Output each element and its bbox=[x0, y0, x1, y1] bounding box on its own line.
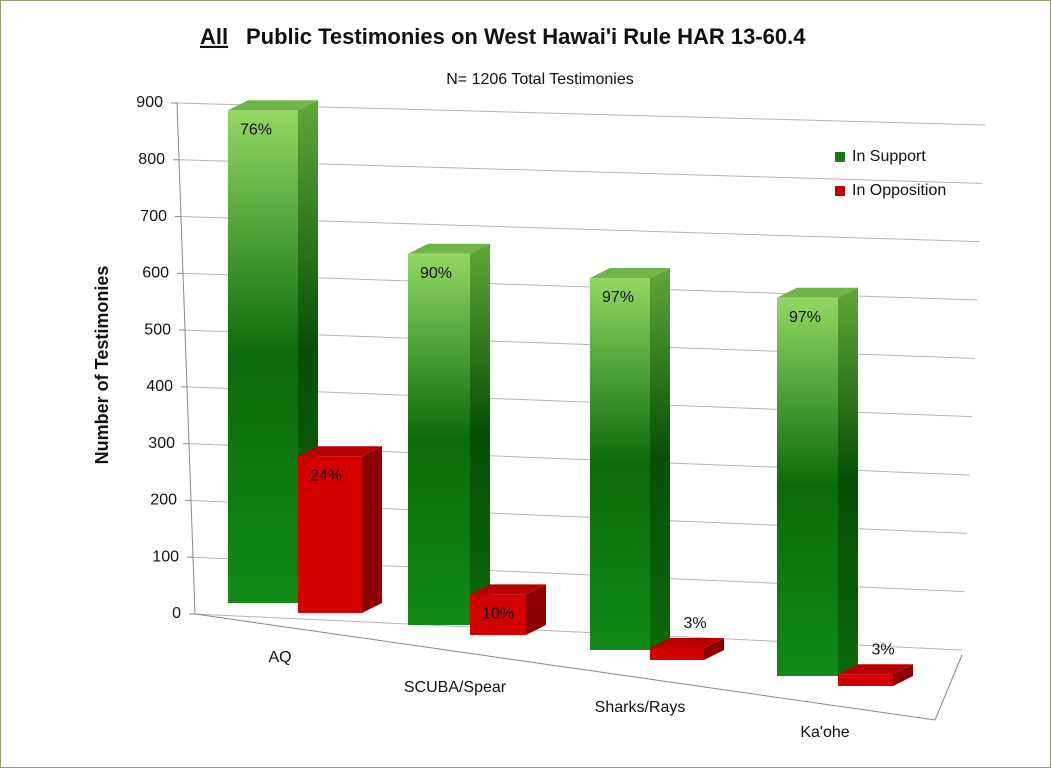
bar bbox=[470, 594, 526, 635]
x-tick-label: Sharks/Rays bbox=[595, 699, 686, 716]
bar-top bbox=[298, 446, 382, 457]
bar bbox=[298, 456, 362, 613]
x-tick-label: SCUBA/Spear bbox=[404, 679, 507, 696]
bar bbox=[777, 297, 838, 676]
bar-top bbox=[650, 638, 724, 648]
bar bbox=[228, 110, 298, 603]
legend-swatch bbox=[835, 186, 845, 196]
bar-top bbox=[228, 100, 318, 111]
bar-label: 76% bbox=[240, 121, 272, 138]
y-tick-label: 400 bbox=[146, 378, 173, 395]
x-tick-label: Ka'ohe bbox=[800, 724, 849, 741]
y-tick-label: 700 bbox=[140, 208, 167, 225]
chart-title-underlined: All bbox=[200, 24, 228, 49]
bar-top bbox=[408, 243, 490, 254]
bar-top bbox=[838, 664, 913, 675]
y-tick-label: 0 bbox=[172, 605, 181, 622]
bar-label: 3% bbox=[683, 615, 706, 632]
bar-side bbox=[362, 446, 382, 613]
y-tick-label: 600 bbox=[142, 265, 169, 282]
legend-label: In Support bbox=[852, 148, 926, 165]
y-tick-label: 200 bbox=[150, 492, 177, 509]
bar bbox=[408, 253, 470, 626]
bar-side bbox=[526, 584, 546, 635]
bar-label: 3% bbox=[871, 641, 894, 658]
bar-top bbox=[470, 584, 546, 595]
legend-label: In Opposition bbox=[852, 182, 946, 199]
bar-side bbox=[650, 268, 670, 650]
bar-label: 97% bbox=[789, 309, 821, 326]
floor-edge bbox=[176, 102, 963, 721]
x-tick-label: AQ bbox=[268, 649, 291, 666]
bar-side bbox=[704, 638, 724, 660]
bar-label: 90% bbox=[420, 265, 452, 282]
y-tick-label: 300 bbox=[148, 435, 175, 452]
bar-label: 10% bbox=[482, 606, 514, 623]
y-tick-label: 100 bbox=[152, 548, 179, 565]
y-axis-label: Number of Testimonies bbox=[92, 266, 112, 465]
bar bbox=[590, 278, 650, 650]
y-tick-label: 500 bbox=[144, 321, 171, 338]
bar-top bbox=[590, 268, 670, 278]
bar-side bbox=[893, 664, 913, 686]
bar-label: 97% bbox=[602, 289, 634, 306]
chart-title: Public Testimonies on West Hawai'i Rule … bbox=[246, 24, 806, 49]
bar-top bbox=[777, 287, 858, 298]
bar bbox=[838, 674, 893, 686]
bar-side bbox=[470, 243, 490, 626]
bar-side bbox=[838, 287, 858, 676]
bar bbox=[650, 648, 704, 660]
legend-swatch bbox=[835, 152, 845, 162]
chart-subtitle: N= 1206 Total Testimonies bbox=[446, 71, 634, 88]
y-tick-label: 800 bbox=[138, 151, 165, 168]
y-tick-label: 900 bbox=[136, 94, 163, 111]
bar-label: 24% bbox=[310, 467, 342, 484]
